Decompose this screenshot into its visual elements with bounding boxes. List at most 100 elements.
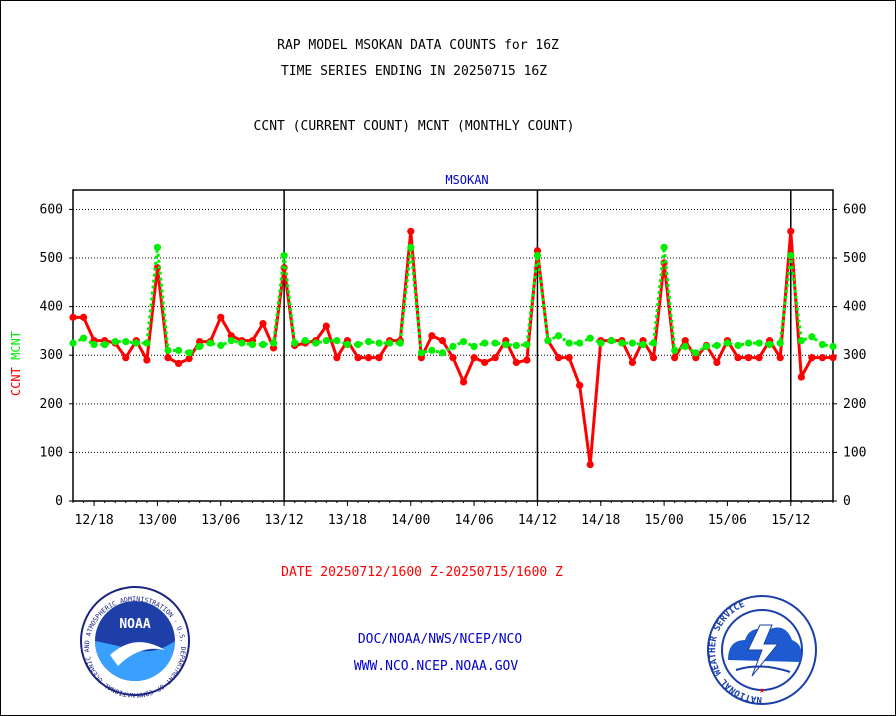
point-ccnt <box>217 313 225 321</box>
point-ccnt <box>122 354 130 362</box>
point-ccnt <box>713 358 721 367</box>
point-mcnt <box>90 340 98 349</box>
point-ccnt <box>459 378 468 386</box>
y-tick-label-right: 100 <box>843 445 866 460</box>
point-mcnt <box>618 339 626 347</box>
point-ccnt <box>354 354 362 362</box>
point-ccnt <box>185 355 193 363</box>
point-ccnt <box>174 359 183 368</box>
point-ccnt <box>259 320 267 328</box>
y-tick-label-left: 500 <box>40 251 63 266</box>
point-mcnt <box>174 346 183 354</box>
point-mcnt <box>269 339 278 347</box>
footer-link-doc[interactable]: DOC/NOAA/NWS/NCEP/NCO <box>357 632 523 647</box>
y-axis-label: CCNT MCNT <box>9 331 23 396</box>
point-ccnt <box>470 354 478 362</box>
x-tick-label: 14/06 <box>455 513 494 528</box>
point-mcnt <box>797 337 805 345</box>
point-mcnt <box>723 339 732 347</box>
point-mcnt <box>481 339 489 347</box>
x-tick-label: 13/06 <box>201 513 240 528</box>
point-mcnt <box>79 334 88 342</box>
point-ccnt <box>438 337 447 345</box>
point-ccnt <box>554 354 563 362</box>
point-mcnt <box>576 339 584 347</box>
point-mcnt <box>185 349 193 357</box>
x-tick-label: 13/12 <box>265 513 304 528</box>
series-line-mcnt <box>72 245 834 355</box>
point-ccnt <box>576 381 584 389</box>
point-ccnt <box>79 313 88 321</box>
point-mcnt <box>153 243 162 251</box>
point-ccnt <box>628 358 637 367</box>
y-tick-label-right: 0 <box>843 494 851 509</box>
date-range-label: DATE 20250712/1600 Z-20250715/1600 Z <box>281 565 563 580</box>
point-mcnt <box>122 338 130 346</box>
point-mcnt <box>143 339 151 347</box>
point-ccnt <box>333 354 341 362</box>
point-ccnt <box>776 354 784 362</box>
point-mcnt <box>206 339 214 347</box>
x-tick-label: 15/00 <box>645 513 684 528</box>
point-ccnt <box>565 354 573 362</box>
y-tick-label-left: 100 <box>40 445 63 460</box>
y-axis-label-part: CCNT <box>9 367 23 396</box>
point-ccnt <box>69 313 77 321</box>
point-mcnt <box>766 340 774 349</box>
point-mcnt <box>702 342 710 351</box>
y-tick-label-left: 0 <box>55 494 63 509</box>
x-tick-label: 15/12 <box>771 513 810 528</box>
point-mcnt <box>649 339 658 347</box>
point-mcnt <box>196 342 204 351</box>
point-ccnt <box>491 354 499 362</box>
point-mcnt <box>386 339 394 347</box>
point-mcnt <box>586 334 594 342</box>
point-mcnt <box>470 342 478 351</box>
point-ccnt <box>829 354 837 362</box>
point-mcnt <box>639 340 647 349</box>
title-line-2: TIME SERIES ENDING IN 20250715 16Z <box>280 64 548 79</box>
x-tick-label: 14/12 <box>518 513 557 528</box>
point-ccnt <box>681 337 689 345</box>
point-mcnt <box>755 339 763 347</box>
point-ccnt <box>428 332 436 340</box>
point-mcnt <box>459 338 468 346</box>
chart-subtitle: CCNT (CURRENT COUNT) MCNT (MONTHLY COUNT… <box>253 119 575 134</box>
point-mcnt <box>523 340 531 349</box>
point-mcnt <box>111 338 119 346</box>
point-mcnt <box>681 342 689 351</box>
point-ccnt <box>649 354 658 362</box>
point-ccnt <box>407 227 415 235</box>
point-mcnt <box>438 349 447 357</box>
point-mcnt <box>227 337 235 345</box>
point-mcnt <box>343 340 352 349</box>
point-mcnt <box>607 337 615 345</box>
point-mcnt <box>818 340 827 349</box>
point-mcnt <box>164 346 172 354</box>
point-mcnt <box>829 342 837 351</box>
point-ccnt <box>523 356 531 364</box>
point-mcnt <box>132 339 140 347</box>
point-mcnt <box>364 338 373 346</box>
point-mcnt <box>69 339 77 347</box>
point-mcnt <box>301 337 309 345</box>
point-ccnt <box>481 358 489 367</box>
footer-link-www[interactable]: WWW.NCO.NCEP.NOAA.GOV <box>353 659 519 674</box>
point-mcnt <box>312 339 320 347</box>
point-mcnt <box>417 349 425 357</box>
point-mcnt <box>512 341 520 350</box>
point-ccnt <box>671 354 679 362</box>
y-tick-label-right: 500 <box>843 251 866 266</box>
point-mcnt <box>238 339 246 347</box>
point-ccnt <box>449 354 457 362</box>
point-mcnt <box>407 243 415 251</box>
x-tick-label: 15/06 <box>708 513 747 528</box>
y-tick-label-right: 600 <box>843 202 866 217</box>
point-mcnt <box>322 337 330 345</box>
y-tick-label-right: 200 <box>843 397 866 412</box>
point-mcnt <box>259 340 267 349</box>
y-tick-label-right: 300 <box>843 348 866 363</box>
point-ccnt <box>808 354 816 362</box>
point-ccnt <box>586 460 594 469</box>
point-mcnt <box>744 339 753 347</box>
